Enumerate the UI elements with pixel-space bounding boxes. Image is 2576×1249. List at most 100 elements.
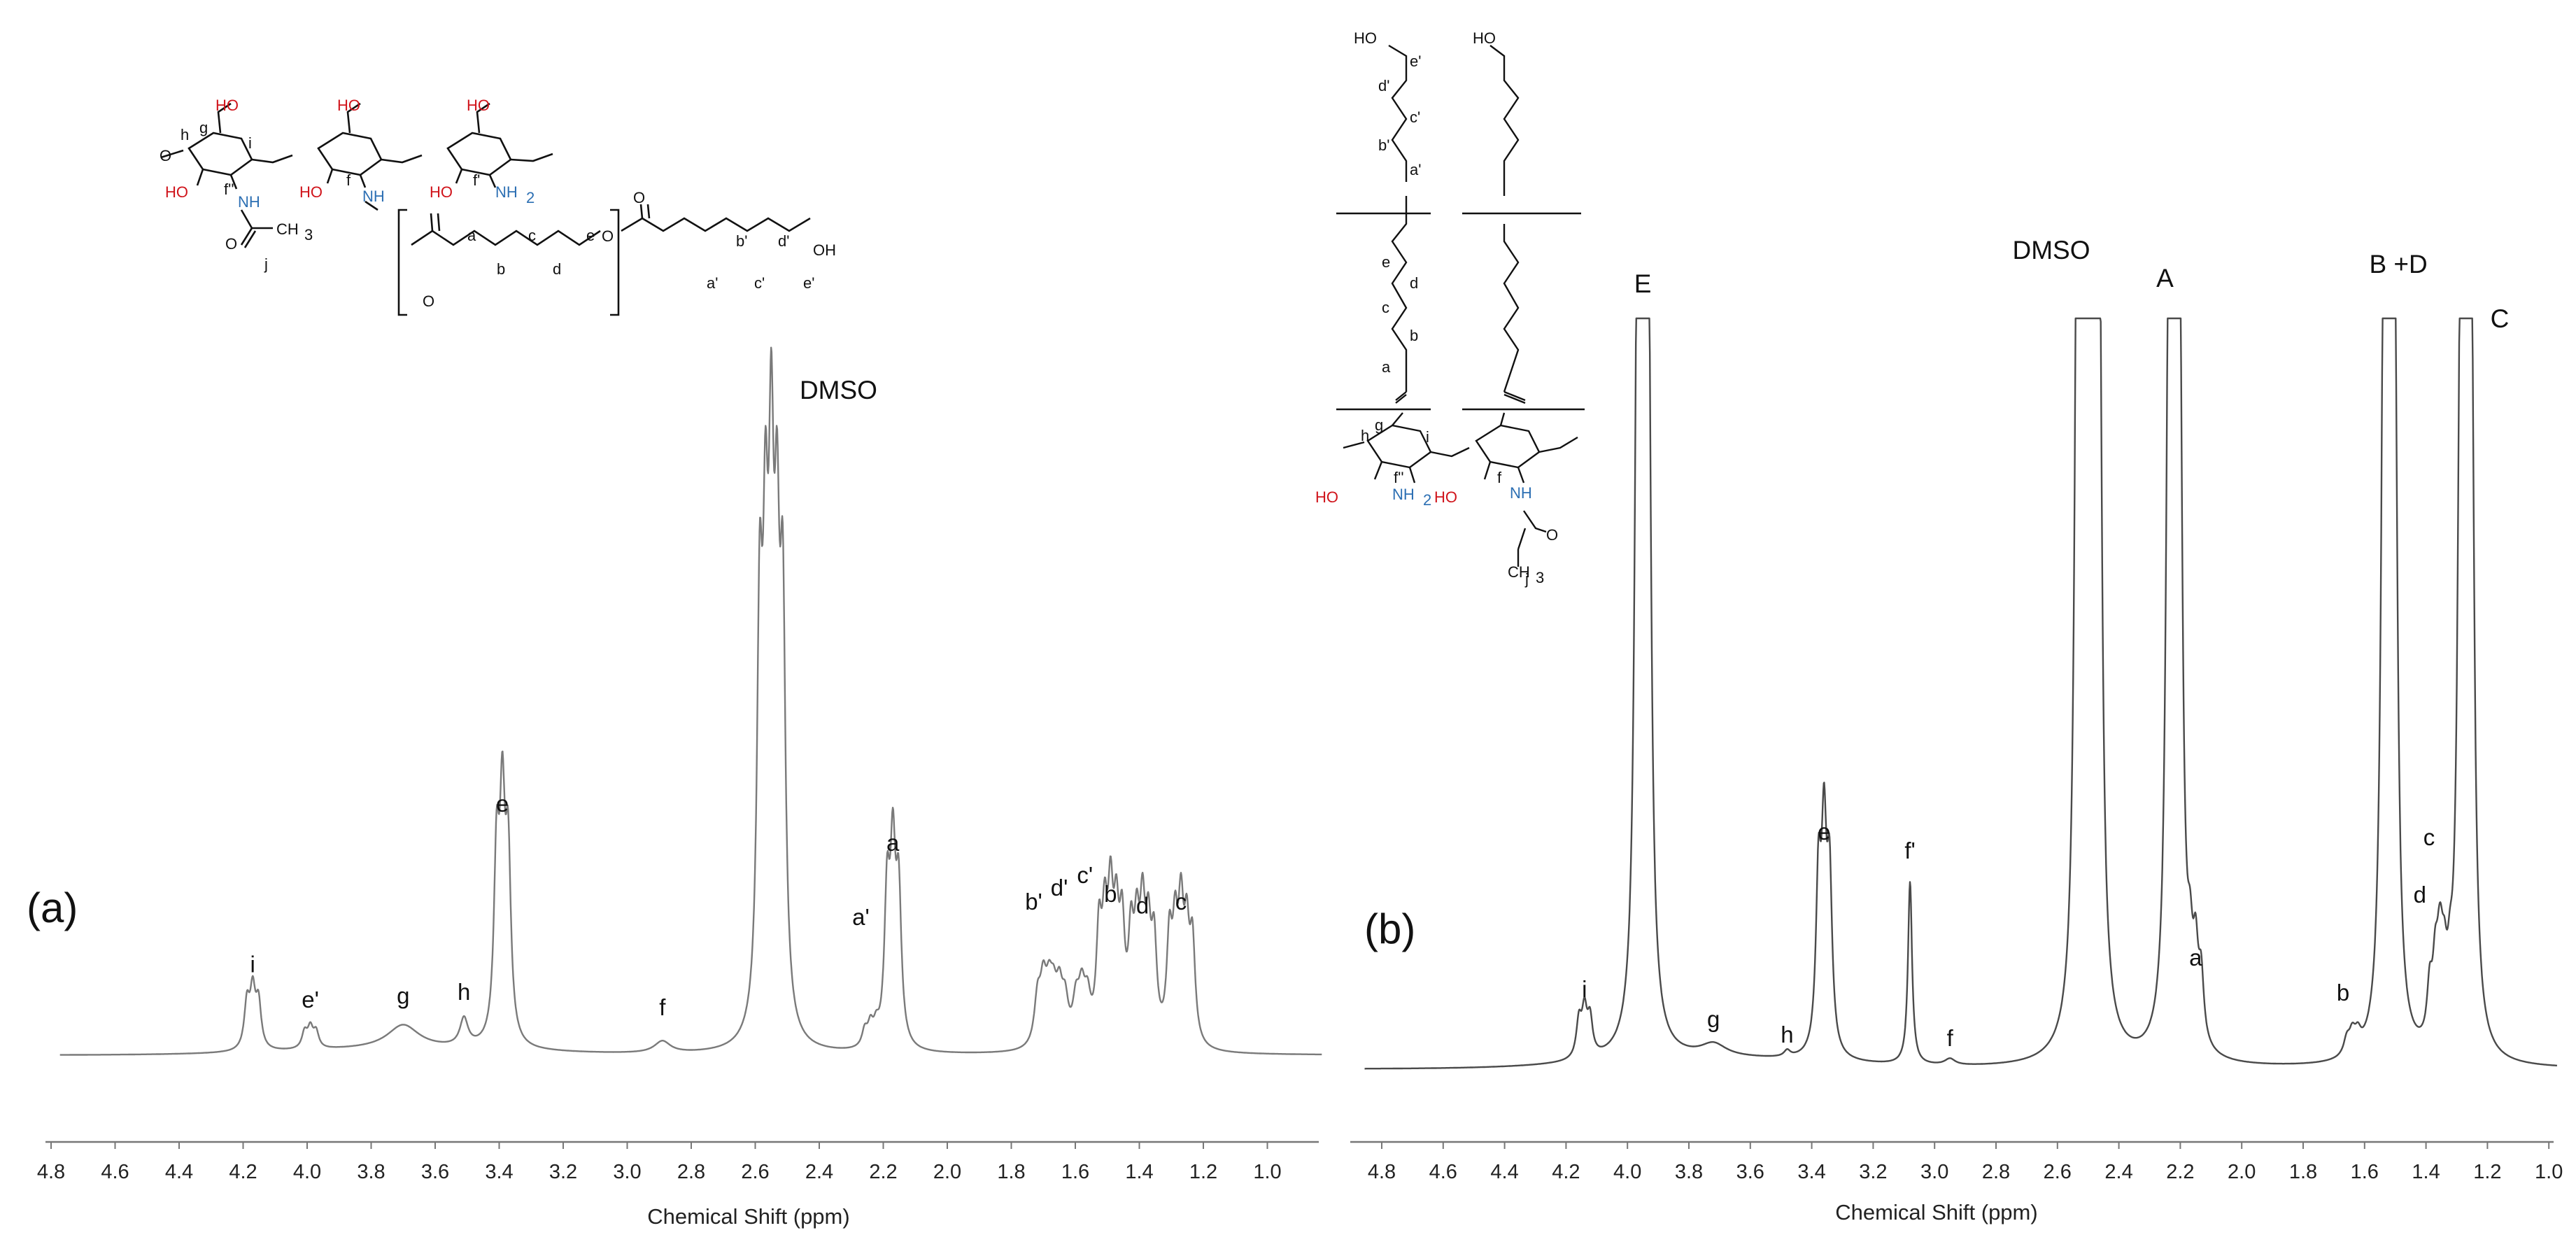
peak-label: a	[2189, 945, 2202, 971]
struct-a-atom-a: a	[467, 227, 476, 244]
panel-b-peak-labels: i Eg h e f' f DMSO Aa b B +D d Cc	[1582, 236, 2509, 1051]
x-tick-label: 2.6	[2044, 1161, 2072, 1183]
x-tick-label: 1.2	[1189, 1161, 1217, 1183]
struct-b-ch3: CH	[1508, 563, 1530, 581]
struct-a-ho-5: HO	[299, 183, 323, 201]
struct-a-atom-a1: a'	[707, 274, 718, 292]
x-tick-label: 3.2	[549, 1161, 577, 1183]
peak-label: B +D	[2369, 250, 2427, 278]
x-tick-label: 4.2	[1552, 1161, 1580, 1183]
struct-b-atom-f: f	[1497, 469, 1502, 486]
struct-b-nh: NH	[1510, 484, 1532, 502]
x-tick-label: 2.8	[1982, 1161, 2010, 1183]
struct-a-ch3-sub: 3	[304, 226, 313, 244]
struct-a-atom-c1: c'	[754, 274, 765, 292]
panel-a-chemical-structure: O g h i f'' f f' j a b c d e a' b' c' d'…	[160, 97, 836, 316]
x-tick-label: 4.8	[37, 1161, 65, 1183]
peak-label: i	[1582, 976, 1587, 1002]
struct-b-ho-2: HO	[1473, 29, 1496, 47]
peak-label: d'	[1051, 875, 1068, 901]
panel-a-peak-labels: i e' g h e f DMSO a' a b' d' c' b d c	[250, 376, 1187, 1020]
x-tick-label: 3.4	[1797, 1161, 1825, 1183]
peak-label: d	[2414, 882, 2426, 908]
peak-label: e	[1818, 819, 1830, 845]
struct-b-atom-d1: d'	[1378, 77, 1389, 94]
peak-label: b	[1104, 881, 1117, 907]
panel-b-x-axis-title: Chemical Shift (ppm)	[1835, 1200, 2037, 1225]
peak-label: c	[1175, 889, 1187, 915]
spectrum-line	[1364, 317, 2558, 1070]
x-tick-label: 3.6	[421, 1161, 449, 1183]
peak-label: d	[1136, 893, 1149, 919]
panel-a-chart: (a) 4.8 4.6 4.4 4.2 4.0 3.8 3.6 3.4 3.2 3.0 2.8 2.6…	[27, 97, 1322, 1229]
panel-b-x-axis: 4.8 4.6 4.4 4.2 4.0 3.8 3.6 3.4 3.2 3.0 2.8 2.6 2.4 2…	[1350, 1141, 2563, 1183]
x-tick-label: 1.8	[997, 1161, 1025, 1183]
struct-a-nh-1: NH	[238, 193, 260, 211]
struct-a-atom-f2: f''	[224, 181, 234, 198]
struct-b-atom-c: c	[1382, 299, 1389, 316]
struct-a-o-carbonyl-2: O	[633, 189, 645, 206]
struct-b-atom-a: a	[1382, 358, 1391, 376]
struct-a-atom-h: h	[181, 126, 189, 143]
x-tick-label: 2.2	[2166, 1161, 2194, 1183]
struct-a-ho-2: HO	[337, 97, 360, 114]
struct-a-atom-f1: f'	[473, 171, 480, 189]
struct-b-o-acetyl: O	[1546, 526, 1558, 544]
x-tick-label: 3.0	[1920, 1161, 1948, 1183]
struct-a-ho-3: HO	[467, 97, 490, 114]
struct-a-atom-b1: b'	[736, 232, 747, 250]
x-tick-label: 4.4	[165, 1161, 193, 1183]
panel-a-plot-area	[59, 346, 1322, 1056]
struct-b-atom-f2: f''	[1394, 469, 1404, 486]
peak-label: h	[1781, 1022, 1793, 1047]
x-tick-label: 3.0	[613, 1161, 641, 1183]
struct-a-atom-c: c	[528, 227, 536, 244]
x-tick-label: 1.6	[1061, 1161, 1089, 1183]
peak-label: g	[397, 982, 409, 1008]
panel-a-x-axis-title: Chemical Shift (ppm)	[647, 1204, 849, 1229]
peak-label: h	[458, 979, 470, 1005]
struct-a-atom-b: b	[497, 260, 505, 278]
struct-b-atom-h: h	[1361, 427, 1369, 444]
panel-a-label: (a)	[27, 884, 78, 931]
x-tick-label: 1.0	[1253, 1161, 1281, 1183]
struct-a-o-acetyl: O	[225, 235, 237, 253]
x-tick-label: 2.4	[805, 1161, 833, 1183]
struct-b-atom-b: b	[1410, 327, 1418, 344]
peak-label: f	[1947, 1025, 1954, 1051]
x-tick-label: 4.4	[1490, 1161, 1518, 1183]
struct-b-atom-g: g	[1375, 416, 1383, 434]
struct-b-ho-3: HO	[1315, 488, 1338, 506]
panel-b-label: (b)	[1364, 905, 1415, 952]
struct-a-atom-d: d	[553, 260, 561, 278]
peak-label: f'	[1904, 838, 1915, 863]
struct-b-ch3-sub: 3	[1536, 569, 1544, 586]
peak-label: g	[1707, 1006, 1720, 1032]
x-tick-label: 3.8	[357, 1161, 385, 1183]
struct-a-ch3: CH	[276, 220, 299, 238]
struct-a-ho-4: HO	[165, 183, 188, 201]
x-tick-label: 2.8	[677, 1161, 705, 1183]
struct-b-nh2-sub: 2	[1423, 491, 1431, 509]
struct-a-atom-d1: d'	[778, 232, 789, 250]
x-tick-label: 4.8	[1368, 1161, 1396, 1183]
peak-label: A	[2156, 264, 2174, 292]
struct-a-atom-e1: e'	[803, 274, 814, 292]
peak-label: e'	[302, 987, 319, 1012]
peak-label: a	[886, 830, 900, 856]
x-tick-label: 4.6	[1429, 1161, 1457, 1183]
struct-a-atom-j: j	[264, 255, 268, 273]
struct-b-atom-e: e	[1382, 253, 1390, 271]
struct-a-atom-e: e	[586, 227, 595, 244]
struct-b-atom-i: i	[1426, 428, 1429, 446]
x-tick-label: 1.2	[2473, 1161, 2501, 1183]
peak-label: c'	[1077, 862, 1093, 888]
panel-a-x-axis: 4.8 4.6 4.4 4.2 4.0 3.8 3.6 3.4 3.2 3.0 2.8 2.6 2.4 2…	[37, 1141, 1319, 1183]
peak-label: DMSO	[2013, 236, 2090, 264]
struct-a-nh-2: NH	[362, 188, 385, 205]
struct-b-atom-a1: a'	[1410, 161, 1421, 178]
x-tick-label: 4.0	[1613, 1161, 1641, 1183]
x-tick-label: 3.4	[485, 1161, 513, 1183]
